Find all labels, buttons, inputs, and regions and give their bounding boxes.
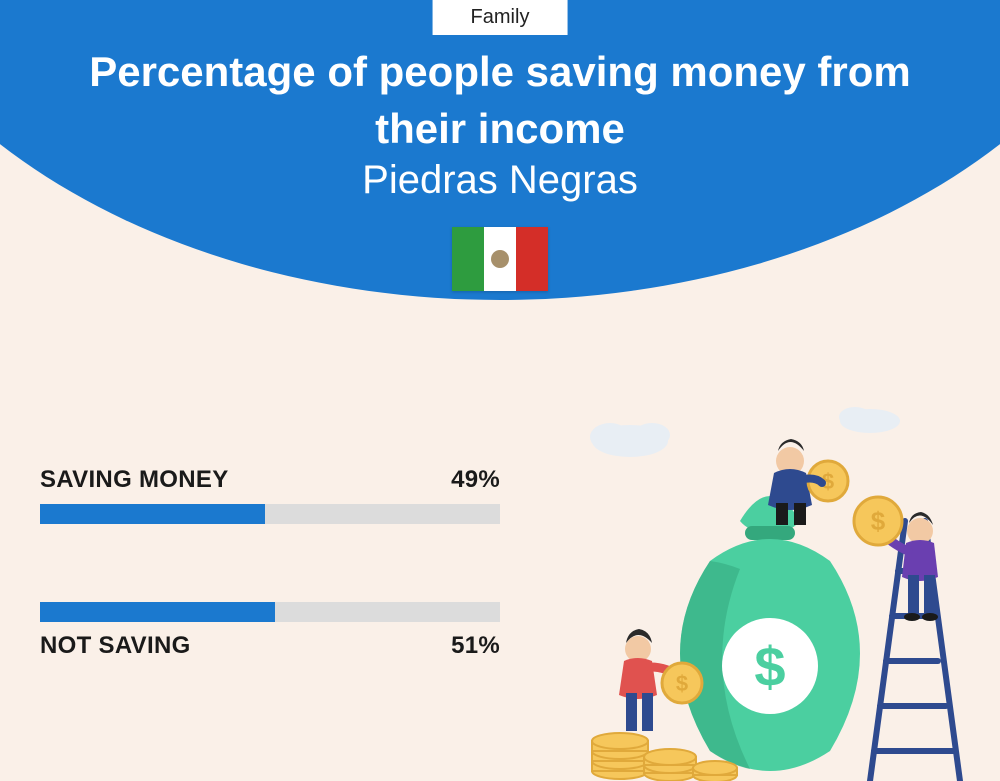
category-pill: Family (433, 0, 568, 35)
bar-label: NOT SAVING (40, 632, 191, 660)
bar-group-not-saving: NOT SAVING 51% (40, 602, 500, 660)
person-top-icon: $ (768, 439, 848, 525)
bar-track (40, 602, 500, 622)
bar-fill (40, 504, 265, 524)
bar-label-row: SAVING MONEY 49% (40, 466, 500, 494)
page-subtitle: Piedras Negras (0, 158, 1000, 203)
flag-emblem (491, 250, 509, 268)
flag-stripe-green (452, 227, 484, 291)
flag-stripe-red (516, 227, 548, 291)
bar-fill (40, 602, 275, 622)
savings-illustration: $ $ (560, 401, 980, 781)
mexico-flag (452, 227, 548, 291)
bar-value: 51% (451, 632, 500, 660)
bar-chart: SAVING MONEY 49% NOT SAVING 51% (40, 466, 500, 738)
cloud-icon (590, 407, 900, 457)
bar-group-saving: SAVING MONEY 49% (40, 466, 500, 524)
svg-text:$: $ (754, 635, 785, 698)
bar-value: 49% (451, 466, 500, 494)
svg-text:$: $ (871, 506, 886, 536)
bar-label: SAVING MONEY (40, 466, 229, 494)
page-title: Percentage of people saving money from t… (0, 44, 1000, 157)
bar-track (40, 504, 500, 524)
bar-label-row: NOT SAVING 51% (40, 632, 500, 660)
flag-stripe-white (484, 227, 516, 291)
svg-text:$: $ (676, 671, 688, 696)
money-bag-icon: $ (680, 496, 860, 771)
